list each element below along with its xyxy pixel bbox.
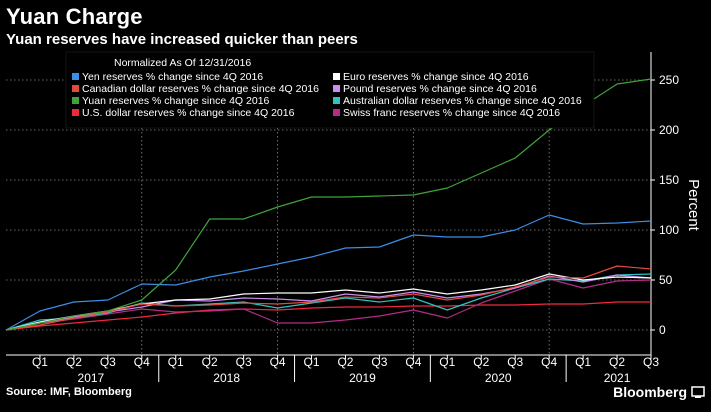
legend-swatch bbox=[72, 73, 79, 80]
x-year-label: 2018 bbox=[213, 371, 240, 385]
series-line bbox=[5, 273, 652, 331]
legend-swatch bbox=[333, 85, 340, 92]
legend-box bbox=[65, 51, 595, 129]
x-tick-label: Q1 bbox=[575, 355, 591, 369]
x-tick-label: Q4 bbox=[270, 355, 286, 369]
x-tick-label: Q1 bbox=[304, 355, 320, 369]
x-tick-label: Q3 bbox=[643, 355, 659, 369]
y-tick-label: 50 bbox=[659, 273, 673, 287]
legend-entry: Euro reserves % change since 4Q 2016 bbox=[343, 71, 529, 83]
legend-swatch bbox=[333, 73, 340, 80]
source-note: Source: IMF, Bloomberg bbox=[6, 386, 132, 398]
x-tick-label: Q4 bbox=[541, 355, 557, 369]
series-line bbox=[5, 214, 652, 331]
series-layer bbox=[5, 78, 652, 331]
y-axis-label: Percent bbox=[685, 179, 702, 232]
series-line bbox=[5, 78, 652, 331]
legend-swatch bbox=[72, 97, 79, 104]
x-year-label: 2021 bbox=[604, 371, 631, 385]
legend-entry: Yen reserves % change since 4Q 2016 bbox=[82, 71, 263, 83]
x-tick-label: Q4 bbox=[134, 355, 150, 369]
legend-entry: Pound reserves % change since 4Q 2016 bbox=[343, 83, 537, 95]
brand-logo: Bloomberg bbox=[613, 384, 687, 400]
x-tick-label: Q4 bbox=[405, 355, 421, 369]
chart-subtitle: Yuan reserves have increased quicker tha… bbox=[6, 31, 358, 48]
y-tick-label: 200 bbox=[659, 123, 679, 137]
legend-entry: U.S. dollar reserves % change since 4Q 2… bbox=[82, 107, 295, 119]
legend: Normalized As Of 12/31/2016 Yen reserves … bbox=[65, 51, 595, 129]
x-tick-label: Q2 bbox=[66, 355, 82, 369]
x-tick-label: Q2 bbox=[337, 355, 353, 369]
x-tick-label: Q2 bbox=[609, 355, 625, 369]
y-tick-label: 0 bbox=[659, 323, 666, 337]
x-tick-label: Q2 bbox=[473, 355, 489, 369]
legend-swatch bbox=[72, 109, 79, 116]
legend-swatch bbox=[333, 109, 340, 116]
x-tick-label: Q1 bbox=[168, 355, 184, 369]
legend-swatch bbox=[72, 85, 79, 92]
series-line bbox=[5, 265, 652, 331]
series-line bbox=[5, 301, 651, 331]
axes: 0 50 100 150 200 250 Q1 Q2 Q3 Q4 Q1 Q2 Q3 Q4 Q1 Q2 Q3 Q4 Q… bbox=[6, 52, 679, 385]
legend-entry: Australian dollar reserves % change sinc… bbox=[343, 95, 582, 107]
x-tick-label: Q2 bbox=[202, 355, 218, 369]
y-tick-label: 150 bbox=[659, 173, 679, 187]
x-tick-label: Q3 bbox=[371, 355, 387, 369]
bloomberg-terminal-icon bbox=[691, 386, 705, 398]
y-tick-label: 100 bbox=[659, 223, 679, 237]
y-tick-label: 250 bbox=[659, 73, 679, 87]
legend-entry: Swiss franc reserves % change since 4Q 2… bbox=[343, 107, 560, 119]
legend-swatch bbox=[333, 97, 340, 104]
legend-entry: Canadian dollar reserves % change since … bbox=[82, 83, 319, 95]
chart-title: Yuan Charge bbox=[6, 4, 143, 29]
x-year-label: 2019 bbox=[349, 371, 376, 385]
x-tick-label: Q3 bbox=[100, 355, 116, 369]
x-tick-label: Q3 bbox=[236, 355, 252, 369]
legend-entry: Yuan reserves % change since 4Q 2016 bbox=[82, 95, 270, 107]
x-tick-label: Q1 bbox=[32, 355, 48, 369]
legend-title: Normalized As Of 12/31/2016 bbox=[114, 57, 251, 69]
x-year-label: 2017 bbox=[78, 371, 105, 385]
x-tick-label: Q1 bbox=[439, 355, 455, 369]
x-year-label: 2020 bbox=[485, 371, 512, 385]
x-tick-label: Q3 bbox=[507, 355, 523, 369]
